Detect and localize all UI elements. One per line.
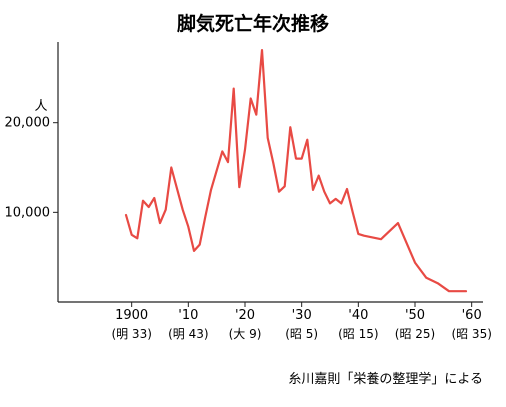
- axes: [57, 42, 483, 303]
- x-tick-sublabel: (大 9): [229, 327, 262, 341]
- x-tick-sublabel: (明 33): [111, 327, 151, 341]
- plot-area: [124, 48, 468, 293]
- y-axis-unit: 人: [34, 99, 47, 114]
- x-tick-sublabel: (明 43): [168, 327, 208, 341]
- x-tick-label: '50: [405, 308, 425, 323]
- x-tick-label: 1900: [115, 308, 148, 323]
- x-tick-label: '20: [235, 308, 255, 323]
- y-tick-label: 10,000: [5, 205, 51, 220]
- y-ticks: 10,000 20,000: [5, 116, 58, 220]
- x-tick-sublabel: (昭 5): [285, 327, 318, 341]
- source-note: 糸川嘉則「栄養の整理学」による: [288, 371, 483, 387]
- x-tick-label: '40: [348, 308, 368, 323]
- x-ticks: 1900 (明 33) '10 (明 43) '20 (大 9) '30 (昭 5) '40 (昭…: [111, 302, 492, 341]
- chart-title: 脚気死亡年次推移: [177, 12, 329, 35]
- x-tick-label: '60: [462, 308, 482, 323]
- x-tick-sublabel: (昭 15): [338, 327, 378, 341]
- series-line: [124, 48, 468, 293]
- x-tick-sublabel: (昭 35): [451, 327, 491, 341]
- x-tick-label: '30: [292, 308, 312, 323]
- y-tick-label: 20,000: [5, 116, 51, 131]
- x-tick-sublabel: (昭 25): [395, 327, 435, 341]
- x-tick-label: '10: [178, 308, 198, 323]
